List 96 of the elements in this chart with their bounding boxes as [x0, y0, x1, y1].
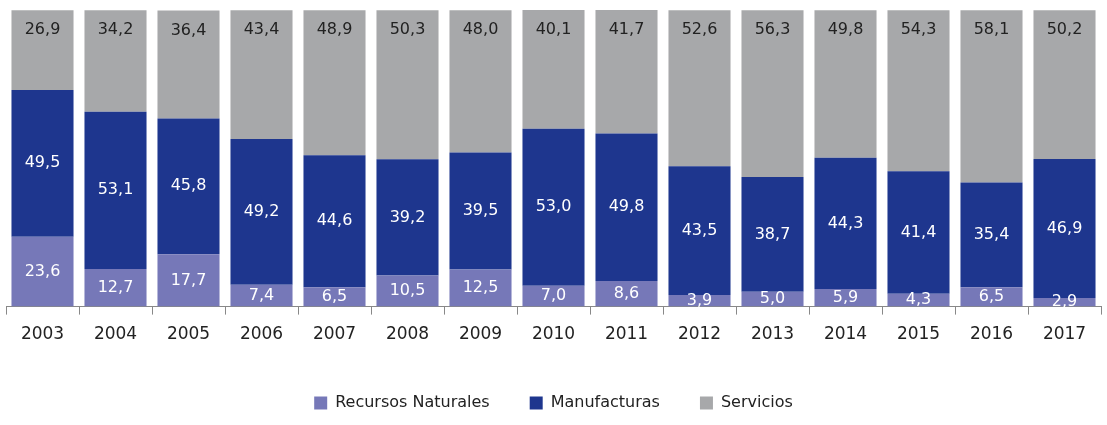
data-label: 7,0: [540, 285, 567, 305]
data-label: 12,7: [97, 276, 134, 296]
data-label: 3,9: [686, 289, 713, 309]
bar: [449, 10, 512, 153]
data-label: 49,2: [243, 200, 280, 220]
bar: [303, 10, 366, 156]
data-label: 43,4: [243, 19, 280, 39]
bar: [887, 10, 950, 172]
data-label: 10,5: [389, 280, 426, 300]
bar: [11, 236, 74, 307]
bar: [157, 254, 220, 307]
data-label: 8,6: [613, 283, 640, 303]
data-label: 39,5: [462, 200, 499, 220]
bar: [814, 10, 877, 158]
x-tick-label: 2015: [896, 323, 941, 344]
data-label: 41,4: [900, 221, 937, 241]
data-label: 56,3: [754, 19, 791, 39]
bar: [376, 275, 439, 307]
bar: [887, 171, 950, 294]
x-tick-label: 2008: [385, 323, 430, 344]
bar: [741, 177, 804, 292]
bar: [11, 90, 74, 237]
data-label: 12,5: [462, 277, 499, 297]
data-label: 53,0: [535, 196, 572, 216]
data-label: 5,9: [832, 287, 859, 307]
data-label: 52,6: [681, 19, 718, 39]
data-label: 39,2: [389, 206, 426, 226]
bar: [84, 111, 147, 269]
x-tick-label: 2003: [20, 323, 65, 344]
data-label: 6,5: [978, 286, 1005, 306]
bar: [668, 10, 731, 167]
bar: [11, 10, 74, 90]
data-label: 50,2: [1046, 19, 1083, 39]
bar: [303, 155, 366, 288]
data-label: 48,9: [316, 19, 353, 39]
x-tick-label: 2004: [93, 323, 138, 344]
bar: [376, 10, 439, 160]
data-label: 48,0: [462, 19, 499, 39]
x-tick-label: 2013: [750, 323, 795, 344]
bar: [157, 118, 220, 255]
legend-label: Servicios: [720, 392, 793, 412]
bar: [595, 281, 658, 307]
bar: [230, 10, 293, 139]
bar: [84, 268, 147, 307]
bar: [960, 182, 1023, 288]
bar: [522, 10, 585, 129]
bar: [84, 10, 147, 112]
data-label: 34,2: [97, 19, 134, 39]
bar: [376, 159, 439, 276]
bar: [814, 157, 877, 290]
data-label: 23,6: [24, 260, 61, 280]
data-label: 46,9: [1046, 217, 1083, 237]
x-tick-label: 2017: [1042, 323, 1087, 344]
data-label: 7,4: [248, 284, 275, 304]
x-tick-label: 2011: [604, 323, 649, 344]
data-label: 17,7: [170, 269, 207, 289]
data-label: 36,4: [170, 19, 207, 39]
data-label: 44,3: [827, 212, 864, 232]
data-label: 41,7: [608, 19, 645, 39]
data-label: 35,4: [973, 224, 1010, 244]
x-tick-label: 2012: [677, 323, 722, 344]
data-label: 49,5: [24, 152, 61, 172]
x-tick-label: 2006: [239, 323, 284, 344]
bar: [449, 269, 512, 307]
bar: [741, 10, 804, 178]
x-tick-label: 2014: [823, 323, 868, 344]
bar: [1033, 10, 1096, 160]
data-label: 43,5: [681, 219, 718, 239]
data-label: 38,7: [754, 223, 791, 243]
bar: [449, 152, 512, 270]
x-tick-label: 2016: [969, 323, 1014, 344]
data-label: 44,6: [316, 210, 353, 230]
data-label: 40,1: [535, 19, 572, 39]
data-label: 49,8: [827, 19, 864, 39]
data-label: 5,0: [759, 288, 786, 308]
data-label: 54,3: [900, 19, 937, 39]
data-label: 45,8: [170, 175, 207, 195]
data-label: 50,3: [389, 19, 426, 39]
x-tick-label: 2005: [166, 323, 211, 344]
bar: [522, 128, 585, 286]
legend-label: Recursos Naturales: [335, 392, 490, 412]
bar: [595, 133, 658, 282]
data-label: 4,3: [905, 289, 932, 309]
data-label: 49,8: [608, 196, 645, 216]
x-tick-label: 2007: [312, 323, 357, 344]
legend-label: Manufacturas: [550, 392, 660, 412]
bar: [595, 10, 658, 134]
bar: [157, 10, 220, 119]
data-label: 58,1: [973, 19, 1010, 39]
x-tick-label: 2009: [458, 323, 503, 344]
data-label: 26,9: [24, 19, 61, 39]
data-label: 6,5: [321, 286, 348, 306]
x-tick-label: 2010: [531, 323, 576, 344]
data-label: 53,1: [97, 179, 134, 199]
bar: [960, 10, 1023, 183]
bar: [230, 138, 293, 285]
